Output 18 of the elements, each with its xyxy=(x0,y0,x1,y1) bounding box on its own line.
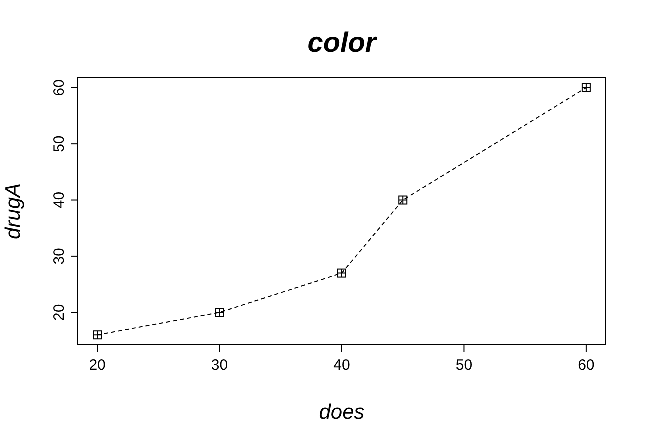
point xyxy=(398,196,408,205)
y-tick-label: 30 xyxy=(51,248,68,265)
x-tick-label: 20 xyxy=(89,357,106,374)
point xyxy=(93,330,102,340)
x-tick-label: 60 xyxy=(578,357,595,374)
point xyxy=(215,308,224,318)
chart-title: color xyxy=(308,27,378,58)
x-tick-label: 30 xyxy=(211,357,228,374)
y-tick-label: 40 xyxy=(51,192,68,209)
y-tick-label: 60 xyxy=(51,80,68,96)
point xyxy=(338,268,346,278)
y-axis-title: drugA xyxy=(2,183,25,240)
x-tick-label: 40 xyxy=(334,357,350,374)
x-tick-label: 50 xyxy=(456,357,473,374)
point xyxy=(582,83,591,92)
x-axis-title: does xyxy=(319,401,366,424)
y-tick-label: 20 xyxy=(51,304,68,321)
y-tick-label: 50 xyxy=(51,136,68,152)
